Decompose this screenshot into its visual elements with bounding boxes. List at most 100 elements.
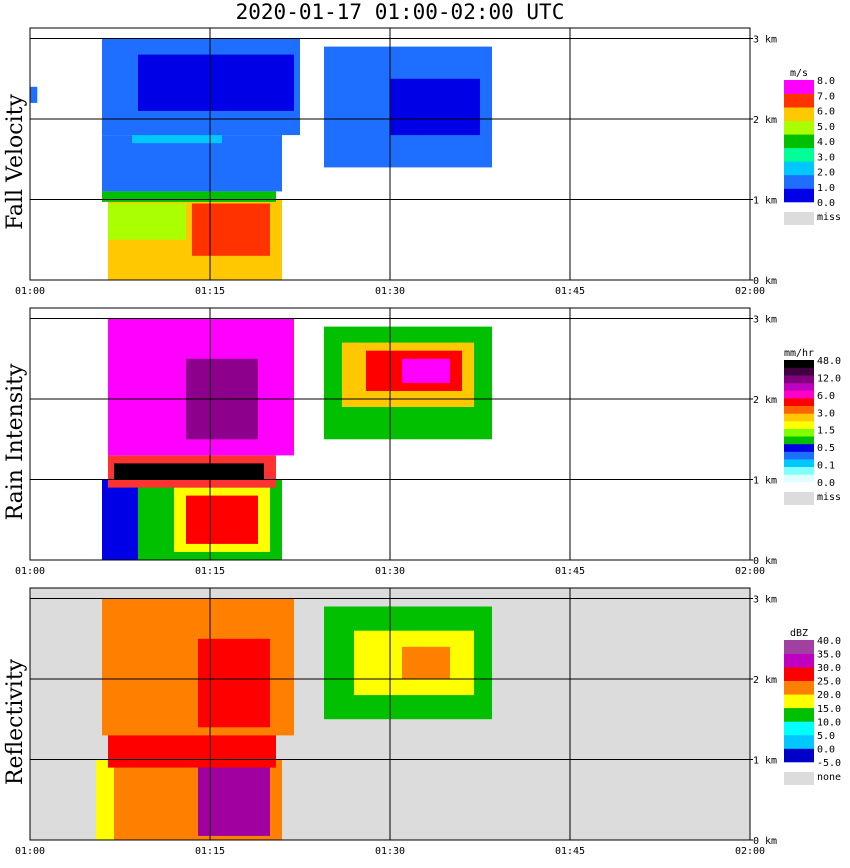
legend-label: 6.0: [817, 391, 835, 402]
legend-swatch: [784, 707, 814, 722]
rain-intensity-panel: 0 km 1 km 2 km 3 km 01:00 01:15 01:30 01:45 02:0…: [3, 307, 841, 577]
legend-label: 10.0: [817, 717, 841, 728]
time-tick-label: 01:15: [195, 566, 225, 577]
echo-region: [402, 358, 450, 383]
plot-frame: [29, 587, 751, 841]
legend-missing-label: miss: [817, 212, 841, 223]
echo-region: [138, 54, 294, 111]
height-tick-label: 1 km: [753, 476, 777, 487]
echo-region: [102, 479, 138, 560]
legend-swatch: [784, 80, 814, 94]
legend-swatch: [784, 134, 814, 149]
legend-swatch: [784, 466, 814, 475]
echo-region: [402, 646, 450, 679]
legend-swatch: [784, 120, 814, 135]
legend-missing-label: miss: [817, 492, 841, 503]
legend-label: 3.0: [817, 408, 835, 419]
echo-region: [192, 203, 270, 256]
legend-swatch: [784, 360, 814, 368]
reflectivity-panel: 0 km 1 km 2 km 3 km 01:00 01:15 01:30 01:45 02:0…: [3, 587, 841, 857]
time-tick-label: 01:15: [195, 286, 225, 297]
echo-region: [30, 86, 38, 103]
legend-label: 0.0: [817, 478, 835, 489]
legend-swatch: [784, 390, 814, 399]
legend-swatch: [784, 421, 814, 429]
legend-label: 5.0: [817, 122, 835, 133]
echo-region: [114, 463, 264, 480]
height-tick-label: 3 km: [753, 35, 777, 46]
legend-missing-label: none: [817, 772, 841, 783]
legend-label: 25.0: [817, 677, 841, 688]
legend-label: 2.0: [817, 168, 835, 179]
height-tick-label: 2 km: [753, 675, 777, 686]
time-tick-label: 01:15: [195, 846, 225, 857]
echo-region: [96, 759, 114, 840]
height-tick-label: 0 km: [753, 556, 777, 567]
legend-swatch: [784, 734, 814, 749]
legend-label: 0.5: [817, 443, 835, 454]
echo-region: [108, 203, 186, 240]
legend-label: 5.0: [817, 731, 835, 742]
legend-swatch: [784, 413, 814, 422]
fall-velocity-panel: 0 km 1 km 2 km 3 km 01:00 01:15 01:30 01:45 02:0…: [3, 27, 841, 297]
plot-frame: [29, 307, 751, 561]
legend-swatch: [784, 721, 814, 736]
panel-name: Fall Velocity: [3, 94, 28, 230]
height-tick-label: 2 km: [753, 395, 777, 406]
time-tick-label: 02:00: [735, 286, 765, 297]
chart-title: 2020-01-17 01:00-02:00 UTC: [235, 0, 565, 24]
legend-swatch: [784, 436, 814, 445]
height-tick-label: 1 km: [753, 196, 777, 207]
legend-label: 20.0: [817, 690, 841, 701]
legend-label: 30.0: [817, 663, 841, 674]
echo-region: [186, 495, 258, 544]
legend-swatch: [784, 93, 814, 108]
legend-swatch: [784, 147, 814, 162]
legend-label: 3.0: [817, 152, 835, 163]
echo-region: [102, 191, 276, 202]
legend-swatch: [784, 398, 814, 406]
echo-region: [102, 135, 282, 192]
legend-label: 12.0: [817, 373, 841, 384]
height-tick-label: 0 km: [753, 276, 777, 287]
legend-swatch: [784, 451, 814, 460]
legend-label: 8.0: [817, 76, 835, 87]
time-tick-label: 02:00: [735, 846, 765, 857]
legend-label: 7.0: [817, 91, 835, 102]
legend-label: 40.0: [817, 636, 841, 647]
time-tick-label: 01:00: [15, 846, 45, 857]
legend-label: 1.0: [817, 183, 835, 194]
legend-label: 6.0: [817, 107, 835, 118]
legend-missing-swatch: [784, 492, 814, 505]
plot-frame: [29, 27, 751, 281]
legend-label: 48.0: [817, 356, 841, 367]
time-tick-label: 01:00: [15, 566, 45, 577]
legend-swatch: [784, 474, 814, 483]
legend-unit: dBZ: [790, 628, 808, 639]
legend-swatch: [784, 161, 814, 176]
legend-swatch: [784, 694, 814, 709]
echo-region: [390, 78, 480, 136]
legend-swatch: [784, 405, 814, 414]
echo-region: [198, 638, 270, 728]
panel-name: Rain Intensity: [3, 363, 28, 520]
height-tick-label: 3 km: [753, 315, 777, 326]
time-tick-label: 01:00: [15, 286, 45, 297]
time-tick-label: 01:45: [555, 846, 585, 857]
time-tick-label: 01:30: [375, 566, 405, 577]
legend-swatch: [784, 443, 814, 452]
time-tick-label: 01:45: [555, 566, 585, 577]
time-tick-label: 01:45: [555, 286, 585, 297]
legend-unit: m/s: [790, 68, 808, 79]
time-tick-label: 02:00: [735, 566, 765, 577]
height-tick-label: 1 km: [753, 756, 777, 767]
legend-swatch: [784, 382, 814, 391]
legend-missing-swatch: [784, 772, 814, 785]
panel-name: Reflectivity: [3, 658, 28, 785]
height-tick-label: 3 km: [753, 595, 777, 606]
legend-swatch: [784, 188, 814, 203]
legend-swatch: [784, 428, 814, 437]
legend-swatch: [784, 653, 814, 668]
legend-missing-swatch: [784, 212, 814, 225]
legend-swatch: [784, 640, 814, 654]
